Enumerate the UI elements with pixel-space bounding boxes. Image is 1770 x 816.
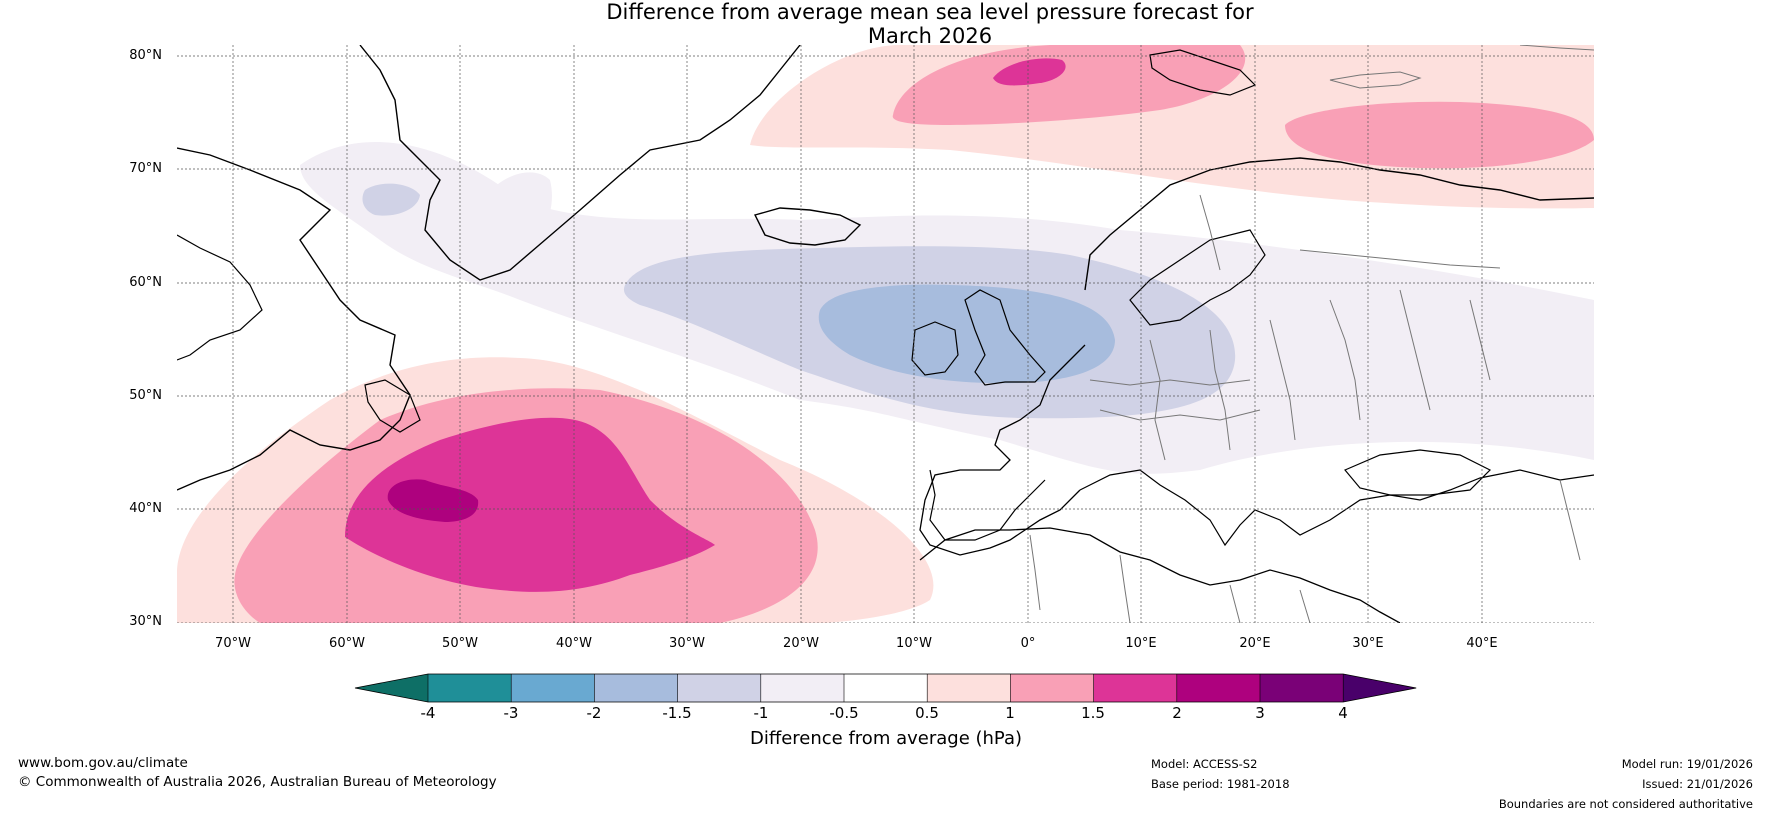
colorbar-label: -1 [753,704,769,722]
colorbar-segment [677,674,762,702]
svalbard [1149,49,1257,96]
contour-neg-0-5-greenland [469,172,552,265]
lat-label-40n: 40°N [129,501,162,516]
colorbar-segment [1010,674,1095,702]
lat-label-30n: 30°N [129,614,162,629]
novaya-zemlya [1329,45,1594,89]
colorbar-segment [1093,674,1178,702]
chart-title-line1: Difference from average mean sea level p… [606,0,1254,24]
colorbar-segment [594,674,679,702]
coastline-europe-west [919,344,1086,556]
contour-pos-2-atlantic [387,479,479,522]
colorbar [354,673,1417,703]
colorbar-extend-low [355,674,428,702]
coastline-north-america [177,147,411,491]
contour-pos-1-barents [1285,101,1594,169]
coastline-britain [964,289,1046,386]
contour-neg-1-5 [818,284,1115,384]
lon-label-30e: 30°E [1352,636,1384,651]
footer-model: Model: ACCESS-S2 [1151,757,1258,771]
footer-base-period: Base period: 1981-2018 [1151,777,1290,791]
footer-issued: Issued: 21/01/2026 [1642,777,1753,791]
contour-pos-1-5-atlantic [345,417,715,592]
chart-title: Difference from average mean sea level p… [0,0,1770,48]
coastline-africa [919,527,1401,623]
colorbar-segment [927,674,1011,702]
colorbar-label: -2 [586,704,602,722]
colorbar-title: Difference from average (hPa) [749,728,1023,749]
colorbar-label: -0.5 [829,704,859,722]
lat-label-60n: 60°N [129,275,162,290]
coastline-iberia [929,469,1046,541]
colorbar-label: 1 [1005,704,1015,722]
colorbar-label: -3 [503,704,519,722]
colorbar-label: -4 [420,704,436,722]
lon-label-20w: 20°W [783,636,819,651]
coastline-iceland [753,207,862,246]
footer-website: www.bom.gov.au/climate [18,755,188,771]
lon-label-60w: 60°W [329,636,365,651]
lon-label-30w: 30°W [669,636,705,651]
footer-disclaimer: Boundaries are not considered authoritat… [1498,797,1753,811]
lat-label-80n: 80°N [129,48,162,63]
colorbar-extend-high [1343,674,1417,702]
footer-model-run: Model run: 19/01/2026 [1621,757,1753,771]
colorbar-label: -1.5 [662,704,692,722]
colorbar-label: 3 [1255,704,1265,722]
lon-label-70w: 70°W [215,636,251,651]
lon-label-20e: 20°E [1239,636,1271,651]
colorbar-segment [511,674,595,702]
coastline-scandinavia [1084,157,1594,291]
coastline-mediterranean-north [1079,469,1594,547]
contour-neg-1-small [362,183,420,216]
contour-pos-1-north [892,45,1246,125]
lon-label-50w: 50°W [442,636,478,651]
chart-title-line2: March 2026 [867,24,993,48]
lat-label-70n: 70°N [129,161,162,176]
contour-pos-1-5-north [993,58,1066,86]
lon-label-40w: 40°W [556,636,592,651]
coastline-newfoundland [364,379,421,433]
footer-copyright: © Commonwealth of Australia 2026, Austra… [18,774,497,790]
lon-label-40e: 40°E [1466,636,1498,651]
country-borders [1029,194,1581,623]
graticule [177,45,1594,623]
coastline-black-sea [1344,449,1492,496]
coastline-greenland [359,45,801,281]
colorbar-segment [760,674,845,702]
colorbar-label: 1.5 [1081,704,1105,722]
colorbar-segment [1176,674,1261,702]
colorbar-segment [428,674,512,702]
colorbar-segment [844,674,928,702]
colorbar-label: 0.5 [915,704,939,722]
colorbar-label: 4 [1338,704,1348,722]
lat-label-50n: 50°N [129,388,162,403]
lon-label-10w: 10°W [896,636,932,651]
coastline-hudson [177,234,263,361]
coastline-baltic [1129,229,1266,326]
map-area [177,45,1594,623]
lon-label-0: 0° [1020,636,1036,651]
lon-label-10e: 10°E [1125,636,1157,651]
colorbar-segment [1260,674,1344,702]
colorbar-label: 2 [1172,704,1182,722]
